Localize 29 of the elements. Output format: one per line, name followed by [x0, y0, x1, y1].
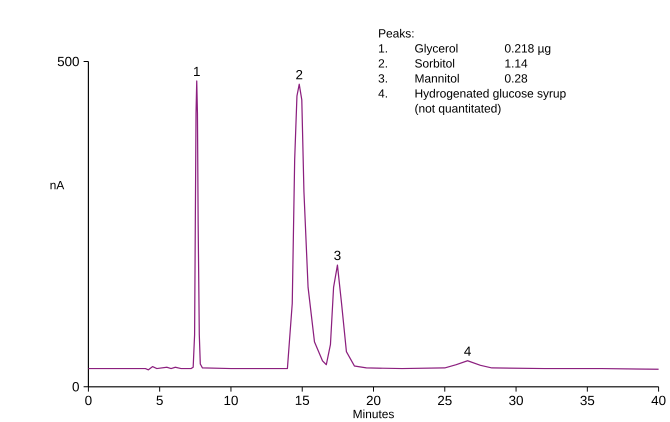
- x-tick-label: 35: [580, 396, 594, 406]
- x-tick-label: 10: [224, 396, 238, 406]
- y-axis-title: nA: [50, 180, 64, 190]
- text: Peaks:: [379, 28, 414, 38]
- annotation: 2: [296, 70, 302, 80]
- annotation: Sorbitol: [415, 58, 454, 68]
- annotation: 4.: [378, 89, 387, 98]
- annotation: 1: [194, 66, 200, 76]
- x-tick-label: 40: [651, 396, 666, 406]
- y-tick-label: 500: [58, 56, 79, 66]
- annotation: Mannitol: [416, 74, 459, 83]
- annotation: 3.: [378, 74, 387, 83]
- annotation: 0.28: [504, 74, 528, 83]
- annotation: 4: [464, 346, 471, 356]
- x-tick-label: 0: [85, 396, 92, 406]
- text: 0.218 µg: [504, 44, 550, 55]
- annotation: 3: [334, 250, 341, 260]
- x-axis-title: Minutes: [354, 409, 394, 418]
- x-tick-label: 30: [509, 396, 523, 406]
- text: 1.: [379, 44, 387, 52]
- annotation: (not quantitated): [415, 104, 501, 115]
- annotation: Hydrogenated glucose syrup: [416, 88, 566, 100]
- x-tick-label: 25: [438, 396, 452, 406]
- annotation: 1.14: [505, 59, 528, 68]
- annotation: 2.: [378, 59, 387, 68]
- x-tick-label: 20: [366, 396, 380, 406]
- text: Glycerol: [415, 44, 458, 55]
- x-tick-label: 5: [156, 396, 163, 405]
- x-tick-label: 15: [296, 396, 310, 405]
